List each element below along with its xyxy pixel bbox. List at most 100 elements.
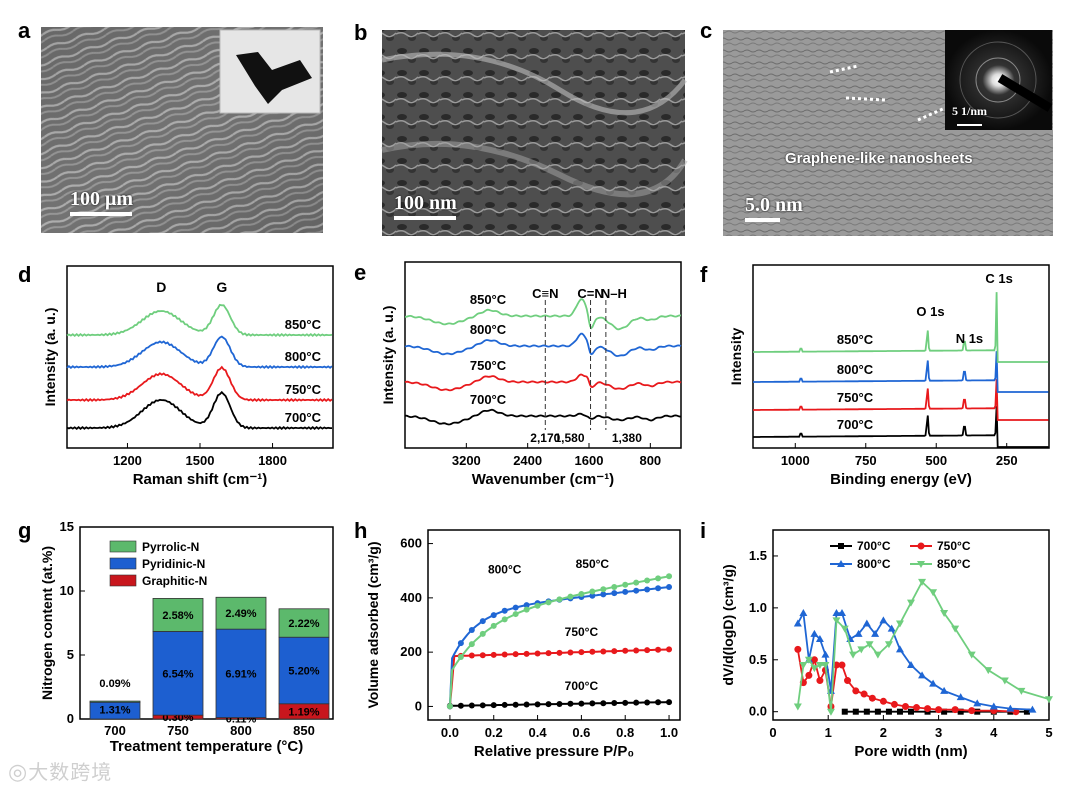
chart-i-point [826, 708, 835, 716]
panel-label-h: h [354, 518, 368, 543]
chart-i-point [874, 708, 881, 715]
chart-i-point [1017, 687, 1026, 695]
scale-bar-label-b: 100 nm [394, 192, 457, 214]
saed-scale-label: 5 1/nm [952, 104, 988, 118]
chart-g-bar-label: 2.58% [162, 610, 193, 622]
chart-h-point [523, 602, 530, 609]
chart-i-point [907, 599, 915, 607]
chart-d-peak-label: D [156, 279, 166, 295]
chart-i-point [865, 641, 874, 649]
chart-h-point [622, 647, 629, 654]
chart-i-point [908, 708, 914, 715]
chart-e-dashed-label: 1,380 [612, 431, 642, 445]
chart-i-point [804, 656, 813, 664]
chart-i-ytick-label: 1.5 [749, 548, 767, 563]
chart-i-point [895, 645, 904, 653]
chart-h-point [655, 646, 662, 653]
chart-h-point [523, 650, 530, 657]
chart-h-point [545, 701, 552, 708]
chart-i-point [1012, 708, 1020, 716]
chart-h-point [446, 703, 453, 710]
chart-d-series-label: 750°C [285, 382, 322, 397]
chart-h-point [589, 592, 596, 599]
chart-h-point [622, 699, 629, 706]
chart-i-point [810, 665, 819, 673]
chart-e-xlabel: Wavenumber (cm⁻¹) [472, 471, 614, 488]
chart-e-bond-label: C=N [577, 286, 603, 301]
chart-g-legend-swatch [109, 557, 137, 570]
chart-h-xtick-label: 0.4 [529, 725, 548, 740]
panel-label-b: b [354, 20, 368, 45]
chart-i-point [929, 679, 938, 687]
chart-i-point [884, 641, 893, 649]
chart-i-point [907, 660, 915, 668]
chart-h-point [666, 699, 673, 706]
chart-e-xtick-label: 2400 [513, 453, 542, 468]
chart-h-point [600, 591, 607, 598]
chart-i-point [868, 694, 876, 702]
chart-e-line-850 [404, 298, 682, 331]
chart-h-point [611, 700, 618, 707]
chart-g-bar-label: 6.54% [162, 668, 193, 680]
membrane-sample [236, 52, 312, 104]
chart-i-point [793, 619, 802, 627]
chart-i-point [863, 708, 870, 715]
chart-d-xtick-label: 1500 [186, 453, 215, 468]
chart-h-point [611, 648, 618, 655]
panel-label-f: f [700, 262, 708, 287]
chart-h-point [457, 702, 464, 709]
chart-i-point [885, 708, 892, 715]
chart-i-ytick-label: 1.0 [749, 600, 767, 615]
chart-i-point [913, 704, 921, 712]
chart-f-xtick-label: 500 [925, 453, 947, 468]
chart-i-xtick-label: 4 [990, 725, 998, 740]
panel-label-a: a [18, 18, 31, 43]
chart-h-point [655, 699, 662, 706]
chart-i-point [967, 651, 976, 659]
chart-g-legend-label: Graphitic-N [142, 574, 207, 588]
chart-i-point [794, 645, 802, 653]
panel-label-e: e [354, 260, 367, 285]
chart-i-point [860, 690, 868, 698]
chart-e-xtick-label: 1600 [575, 453, 604, 468]
chart-i-point [844, 677, 852, 685]
chart-h-ytick-label: 600 [400, 536, 422, 551]
chart-h-point [490, 651, 497, 658]
chart-h-point [589, 648, 596, 655]
chart-i-xtick-label: 3 [935, 725, 942, 740]
chart-i-point [879, 616, 888, 624]
chart-i-point [924, 705, 932, 713]
chart-h-point [600, 700, 607, 707]
chart-e-xtick-label: 800 [639, 453, 661, 468]
chart-h-point [501, 616, 508, 623]
scale-bar-label-c: 5.0 nm [745, 194, 803, 216]
chart-h-point [567, 700, 574, 707]
chart-h-xtick-label: 0.0 [441, 725, 459, 740]
chart-f-line-800 [753, 351, 1049, 393]
chart-h-point [611, 590, 618, 597]
chart-d-ylabel: Intensity (a. u.) [42, 308, 58, 407]
chart-h-point [666, 573, 673, 580]
chart-h-point [479, 618, 486, 625]
chart-i-point [821, 661, 830, 669]
chart-i-point [838, 661, 846, 669]
chart-h-point [556, 596, 563, 603]
chart-h-point [490, 612, 497, 619]
chart-i-point [901, 703, 909, 711]
chart-h-point [622, 581, 629, 588]
chart-f-xtick-label: 750 [855, 453, 877, 468]
chart-g-bar-label: 5.20% [288, 665, 319, 677]
chart-h-xtick-label: 0.2 [485, 725, 503, 740]
chart-h-frame [427, 529, 681, 721]
chart-e-ylabel: Intensity (a. u.) [380, 306, 396, 405]
chart-h-point [534, 701, 541, 708]
chart-i-point [951, 625, 960, 633]
chart-f-peak-label: O 1s [916, 304, 944, 319]
chart-h-point [611, 583, 618, 590]
chart-d-line-750 [66, 365, 333, 402]
chart-g-legend-label: Pyridinic-N [142, 557, 205, 571]
chart-h-point [479, 630, 486, 637]
chart-i-point [821, 650, 830, 658]
chart-i-legend-label: 700°C [857, 539, 891, 553]
